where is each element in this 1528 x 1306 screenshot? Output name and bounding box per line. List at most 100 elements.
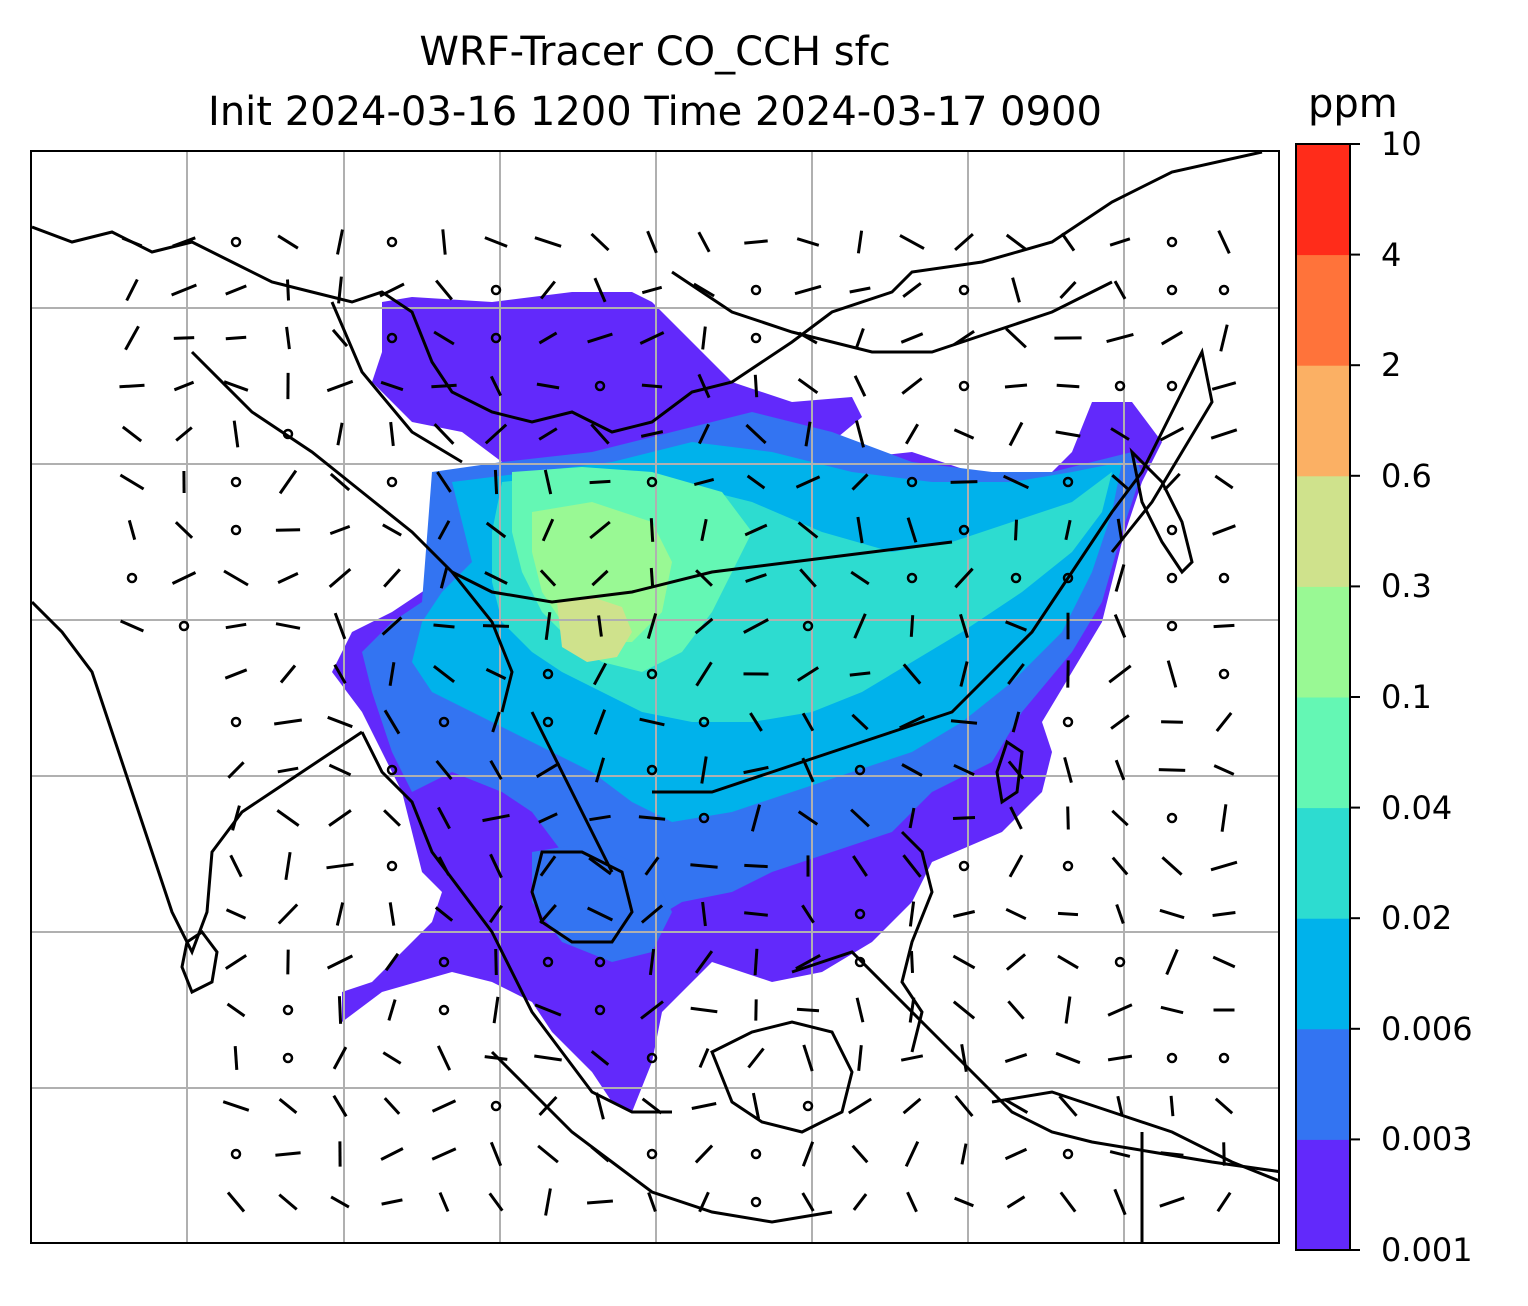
wind-barb	[435, 759, 453, 781]
wind-barb	[798, 331, 818, 345]
wind-barb	[1116, 1095, 1124, 1117]
wind-barb	[534, 236, 562, 248]
wind-barb	[1007, 760, 1025, 780]
wind-barb	[1166, 660, 1178, 688]
wind-barb	[439, 567, 449, 589]
wind-barb	[275, 528, 301, 532]
wind-barb	[489, 1141, 503, 1167]
wind-barb	[753, 374, 759, 398]
wind-barb	[388, 902, 396, 926]
wind-barb	[801, 712, 815, 732]
wind-barb	[437, 806, 451, 830]
calm-wind-marker	[906, 476, 918, 488]
wind-barb	[276, 809, 300, 827]
wind-barb	[1107, 1054, 1133, 1062]
wind-barb	[801, 1192, 815, 1212]
wind-barb	[641, 383, 663, 389]
wind-barb	[381, 1198, 403, 1206]
shade-level-7	[557, 597, 632, 662]
wind-barb	[335, 902, 345, 926]
wind-barbs	[119, 229, 1238, 1216]
wind-barb	[901, 763, 923, 777]
calm-wind-marker	[906, 572, 918, 584]
wind-barb	[434, 906, 454, 922]
wind-barb	[855, 997, 865, 1023]
wind-barb	[1161, 856, 1183, 876]
wind-barb	[1210, 860, 1238, 872]
wind-barb	[225, 908, 247, 920]
calm-wind-marker	[386, 236, 398, 248]
map-plot	[32, 152, 1278, 1242]
wind-barb	[536, 382, 560, 390]
wind-barb	[959, 661, 969, 687]
wind-barb	[649, 567, 655, 589]
wind-barb	[484, 571, 508, 585]
wind-barb	[482, 813, 510, 823]
colorbar-tick-label: 4	[1381, 235, 1402, 274]
wind-barb	[908, 901, 916, 927]
calm-wind-marker	[1114, 956, 1126, 968]
wind-barb	[1165, 948, 1179, 976]
wind-barb	[389, 421, 395, 447]
wind-barb	[851, 713, 869, 731]
wind-barb	[336, 229, 344, 255]
calm-wind-marker	[490, 284, 502, 296]
wind-barb	[326, 379, 354, 393]
wind-barb	[1163, 472, 1181, 492]
wind-barb	[1169, 1095, 1175, 1117]
calm-wind-marker	[646, 1148, 658, 1160]
wind-barb	[1214, 1097, 1234, 1115]
wind-barb	[225, 284, 247, 296]
calm-wind-marker	[1218, 284, 1230, 296]
wind-barb	[125, 278, 139, 302]
wind-barb	[794, 284, 822, 296]
wind-barb	[589, 814, 611, 822]
wind-barb	[384, 952, 400, 972]
wind-barb	[534, 1054, 562, 1062]
wind-barb	[438, 1192, 450, 1212]
wind-barb	[279, 664, 297, 684]
wind-barb	[743, 765, 769, 775]
wind-barb	[277, 234, 299, 250]
colorbar-tick-label: 0.006	[1381, 1009, 1473, 1048]
calm-wind-marker	[958, 284, 970, 296]
calm-wind-marker	[646, 668, 658, 680]
wind-barb	[849, 286, 871, 294]
wind-barb	[332, 1046, 348, 1070]
calm-wind-marker	[802, 620, 814, 632]
wind-barb	[694, 1144, 714, 1164]
colorbar-segment	[1296, 697, 1350, 809]
wind-barb	[638, 815, 666, 821]
wind-barb	[1216, 1191, 1232, 1213]
wind-barb	[1222, 1142, 1226, 1166]
wind-barb	[328, 567, 352, 589]
wind-barb	[1212, 955, 1236, 969]
wind-barb	[539, 569, 557, 587]
calm-wind-marker	[490, 1100, 502, 1112]
wind-barb	[223, 380, 249, 392]
wind-barb	[690, 863, 718, 869]
wind-barb	[222, 1100, 250, 1112]
border-1	[190, 350, 514, 713]
wind-barb	[900, 1054, 924, 1062]
calm-wind-marker	[958, 380, 970, 392]
wind-barb	[640, 1000, 664, 1020]
coastline-china-east	[652, 347, 1214, 794]
wind-barb	[851, 473, 869, 491]
wind-barb	[1107, 1003, 1133, 1017]
wind-barb	[1212, 911, 1236, 917]
wind-barb	[953, 330, 975, 346]
wind-barb	[431, 1099, 457, 1113]
calm-wind-marker	[1062, 1148, 1074, 1160]
wind-barb	[488, 904, 504, 924]
wind-barb	[1213, 764, 1235, 776]
calm-wind-marker	[126, 572, 138, 584]
calm-wind-marker	[594, 380, 606, 392]
wind-barb	[431, 1147, 457, 1161]
wind-barb	[326, 954, 354, 970]
wind-barb	[539, 855, 557, 877]
wind-barb	[693, 282, 715, 298]
wind-barb	[853, 375, 867, 397]
wind-barb	[538, 331, 558, 345]
wind-barb	[590, 1145, 610, 1163]
